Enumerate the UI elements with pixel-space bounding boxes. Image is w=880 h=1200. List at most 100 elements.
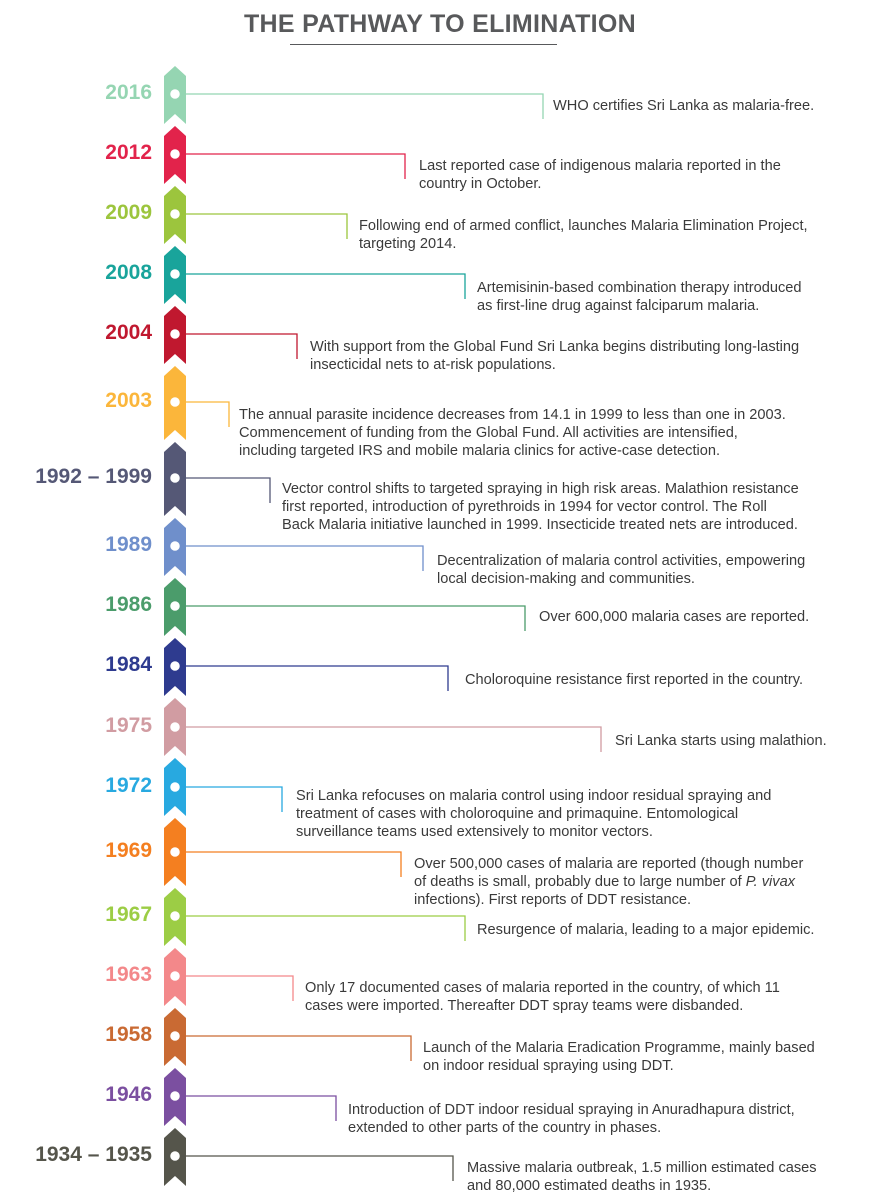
page-title: THE PATHWAY TO ELIMINATION [243,10,637,38]
event-description: Over 600,000 malaria cases are reported. [539,608,809,626]
connector-line [181,401,230,427]
event-description: Sri Lanka starts using malathion. [615,732,827,750]
event-description-line: Vector control shifts to targeted sprayi… [282,481,799,497]
event-description: Following end of armed conflict, launche… [359,217,808,253]
connector-line [181,851,402,877]
connector-line [181,726,602,752]
event-description: Vector control shifts to targeted sprayi… [282,480,799,534]
event-description-line: Sri Lanka starts using malathion. [615,733,827,749]
connector-line [181,273,466,299]
timeline-node [168,845,182,859]
year-label: 1972 [105,774,152,797]
event-description-line: targeting 2014. [359,236,457,252]
year-label: 1969 [105,839,152,862]
event-description: Resurgence of malaria, leading to a majo… [477,921,814,939]
year-label: 1986 [105,593,152,616]
event-description: Over 500,000 cases of malaria are report… [414,855,803,909]
connector-line [181,665,449,691]
event-description-line: and 80,000 estimated deaths in 1935. [467,1178,712,1194]
connector-line [181,333,298,359]
event-description-line: cases were imported. Thereafter DDT spra… [305,998,744,1014]
event-description-line: Decentralization of malaria control acti… [437,553,806,569]
event-description-line: first reported, introduction of pyrethro… [282,499,767,515]
year-label: 2012 [105,141,152,164]
year-label: 1984 [105,653,152,676]
year-label: 1967 [105,903,152,926]
timeline-node [168,599,182,613]
event-description-line: Choloroquine resistance first reported i… [465,672,803,688]
event-description-line: Artemisinin-based combination therapy in… [477,280,802,296]
event-description-line: treatment of cases with choloroquine and… [296,806,739,822]
event-description: Last reported case of indigenous malaria… [419,157,781,193]
connector-line [181,786,283,812]
connector-line [181,1155,454,1181]
timeline-node [168,780,182,794]
connector-line [181,545,424,571]
connector-line [181,213,348,239]
event-description: WHO certifies Sri Lanka as malaria-free. [553,97,814,115]
connector-line [181,915,466,941]
timeline-node [168,969,182,983]
event-description: Choloroquine resistance first reported i… [465,671,803,689]
connector-line [181,153,406,179]
year-label: 2009 [105,201,152,224]
event-description-line: of deaths is small, probably due to larg… [414,874,796,890]
event-description-line: surveillance teams used extensively to m… [296,824,653,840]
connector-line [181,1035,412,1061]
timeline-node [168,395,182,409]
year-label: 1934 – 1935 [35,1143,152,1166]
year-label: 1963 [105,963,152,986]
title-underline [290,44,557,45]
timeline-node [168,659,182,673]
event-description-line: including targeted IRS and mobile malari… [239,443,721,459]
year-label: 1975 [105,714,152,737]
event-description: The annual parasite incidence decreases … [239,406,786,460]
event-description-line: on indoor residual spraying using DDT. [423,1058,674,1074]
event-description-line: Launch of the Malaria Eradication Progra… [423,1040,815,1056]
year-label: 1958 [105,1023,152,1046]
connector-line [181,1095,337,1121]
timeline-node [168,1029,182,1043]
event-description-line: local decision-making and communities. [437,571,695,587]
connector-line [181,975,294,1001]
event-description: Artemisinin-based combination therapy in… [477,279,801,315]
event-description-line: Sri Lanka refocuses on malaria control u… [296,788,772,804]
timeline-node [168,720,182,734]
event-description-line: Back Malaria initiative launched in 1999… [282,517,798,533]
event-description-line: infections). First reports of DDT resist… [414,892,692,908]
event-description-line: Over 600,000 malaria cases are reported. [539,609,810,625]
timeline-node [168,207,182,221]
event-description-line: country in October. [419,176,542,192]
event-description: Sri Lanka refocuses on malaria control u… [296,787,771,841]
connector-line [181,605,526,631]
year-label: 2008 [105,261,152,284]
timeline-node [168,1089,182,1103]
event-description: Launch of the Malaria Eradication Progra… [423,1039,815,1075]
event-description-line: With support from the Global Fund Sri La… [310,339,800,355]
event-description: Introduction of DDT indoor residual spra… [348,1101,795,1137]
event-description-line: extended to other parts of the country i… [348,1120,662,1136]
event-description-line: Introduction of DDT indoor residual spra… [348,1102,795,1118]
connector-line [181,477,271,503]
event-description: Decentralization of malaria control acti… [437,552,805,588]
event-description-line: Only 17 documented cases of malaria repo… [305,980,780,996]
timeline-node [168,327,182,341]
event-description-line: as first-line drug against falciparum ma… [477,298,760,314]
year-label: 2003 [105,389,152,412]
timeline-node [168,909,182,923]
year-label: 2016 [105,81,152,104]
timeline-node [168,1149,182,1163]
timeline-node [168,87,182,101]
event-description-line: Over 500,000 cases of malaria are report… [414,856,804,872]
event-description-line: Resurgence of malaria, leading to a majo… [477,922,815,938]
year-label: 1992 – 1999 [35,465,152,488]
event-description-line: Massive malaria outbreak, 1.5 million es… [467,1160,817,1176]
event-description: With support from the Global Fund Sri La… [310,338,799,374]
timeline-node [168,471,182,485]
event-description: Massive malaria outbreak, 1.5 million es… [467,1159,817,1195]
year-label: 1946 [105,1083,152,1106]
event-description-line: Commencement of funding from the Global … [239,425,738,441]
event-description-line: WHO certifies Sri Lanka as malaria-free. [553,98,815,114]
